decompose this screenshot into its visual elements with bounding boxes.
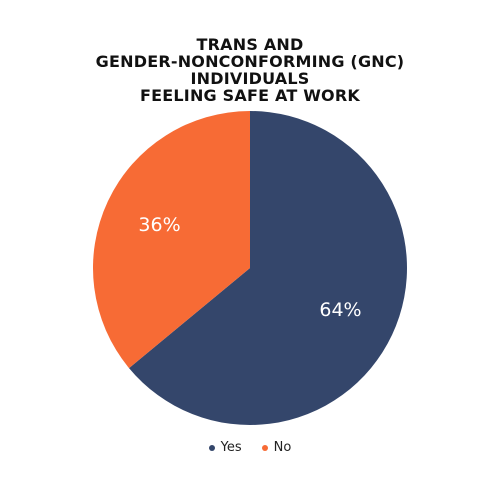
pie-slice-no[interactable] — [92, 111, 250, 369]
pie-slice-yes[interactable] — [129, 111, 407, 425]
slice-label-yes: 64% — [319, 299, 361, 321]
chart-title-line-1: TRANS AND — [196, 35, 304, 54]
chart-title-line-3: INDIVIDUALS — [190, 69, 310, 88]
legend-swatch-no — [261, 444, 268, 451]
legend-swatch-yes — [208, 444, 215, 451]
pie-slices — [92, 111, 407, 425]
legend-item-no[interactable]: No — [261, 440, 292, 455]
legend-label-no: No — [273, 440, 292, 455]
chart-title-line-4: FEELING SAFE AT WORK — [140, 86, 360, 105]
pie-value-labels: 64% 36% — [138, 214, 361, 321]
legend: Yes No — [0, 440, 500, 455]
slice-label-no: 36% — [138, 214, 180, 236]
legend-label-yes: Yes — [220, 440, 242, 455]
chart-title: TRANS AND GENDER-NONCONFORMING (GNC) IND… — [0, 36, 500, 104]
chart-title-line-2: GENDER-NONCONFORMING (GNC) — [95, 52, 405, 71]
legend-item-yes[interactable]: Yes — [208, 440, 242, 455]
